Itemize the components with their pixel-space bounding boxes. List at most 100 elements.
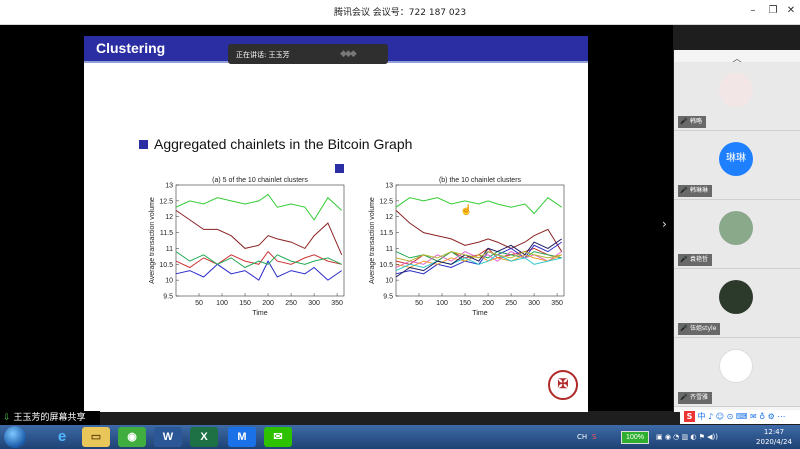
x-tick-label: 200 [262, 300, 274, 307]
participant-tile[interactable]: 🎤 袁艳哲 [674, 200, 800, 269]
y-tick-label: 10.5 [379, 262, 393, 269]
sogou-ime-icon[interactable]: S [684, 411, 695, 422]
series-line [395, 254, 562, 269]
speaking-label: 正在讲话: 王玉芳 [236, 51, 290, 59]
close-icon[interactable]: ✕ [786, 5, 796, 16]
series-line [395, 251, 562, 262]
excel-icon[interactable]: X [190, 427, 218, 447]
y-axis-label: Average transaction volume [149, 197, 156, 284]
participant-tile[interactable]: 🎤 齐雪雅 [674, 338, 800, 407]
y-tick-label: 9.5 [163, 294, 173, 301]
marker-square-icon [335, 164, 344, 173]
y-tick-label: 12.5 [159, 198, 173, 205]
y-tick-label: 12 [385, 214, 393, 221]
y-tick-label: 13 [165, 183, 173, 190]
bullet-icon [139, 140, 148, 149]
x-tick-label: 150 [239, 300, 251, 307]
x-tick-label: 150 [459, 300, 471, 307]
minimize-icon[interactable]: – [750, 5, 756, 16]
restore-icon[interactable]: ❐ [768, 5, 778, 16]
expand-right-icon[interactable]: › [662, 217, 667, 231]
series-line [175, 193, 343, 221]
chart-title: (a) 5 of the 10 chainlet clusters [212, 177, 308, 184]
x-tick-label: 250 [505, 300, 517, 307]
x-tick-label: 250 [285, 300, 297, 307]
series-line [175, 260, 342, 281]
participant-name: 袁艳哲 [678, 254, 713, 266]
speaking-indicator: 正在讲话: 王玉芳 ◆◆◆ [228, 44, 388, 64]
y-axis-label: Average transaction volume [369, 197, 376, 284]
y-tick-label: 11.5 [380, 230, 393, 237]
x-tick-label: 100 [216, 300, 228, 307]
participant-name: 伍姐style [678, 323, 721, 335]
tencent-meeting-icon[interactable]: M [228, 427, 256, 447]
x-axis-label: Time [472, 310, 487, 317]
x-tick-label: 50 [195, 300, 203, 307]
chart-title: (b) the 10 chainlet clusters [439, 177, 522, 184]
screen-share-bar[interactable]: ⇩ 王玉芳的屏幕共享 [0, 411, 100, 425]
x-tick-label: 50 [415, 300, 423, 307]
window-titlebar: 腾讯会议 会议号：722 187 023 – ❐ ✕ [0, 0, 800, 25]
avatar [719, 211, 753, 245]
y-tick-label: 13 [385, 183, 393, 190]
chart-b: (b) the 10 chainlet clusters 9.5 10 10.5 11 1… [369, 177, 565, 317]
share-screen-icon: ⇩ [3, 413, 11, 423]
collapse-up-icon[interactable]: ︿ [732, 54, 742, 65]
series-line [395, 210, 563, 252]
window-title: 腾讯会议 会议号：722 187 023 [333, 8, 467, 18]
avatar [719, 349, 753, 383]
x-tick-label: 200 [482, 300, 494, 307]
y-tick-label: 12.5 [379, 198, 393, 205]
share-label: 王玉芳的屏幕共享 [13, 413, 86, 423]
start-button[interactable] [4, 426, 26, 448]
participant-tile[interactable]: 🎤 伍姐style [674, 269, 800, 338]
ie-browser-icon[interactable]: e [57, 428, 67, 445]
clock-time: 12:47 [763, 428, 785, 436]
y-tick-label: 9.5 [383, 294, 393, 301]
series-line [395, 254, 562, 272]
speaker-badge-icon: ◆◆◆ [340, 49, 357, 59]
plot-frame [395, 184, 565, 297]
clock-date: 2020/4/24 [756, 438, 792, 446]
system-clock[interactable]: 12:47 2020/4/24 [752, 427, 796, 447]
university-logo: ✠ [548, 370, 578, 400]
series-line [395, 251, 562, 268]
participant-tile[interactable]: 琳琳 🎤 韩琳琳 [674, 131, 800, 200]
hand-cursor-icon: ☝ [460, 205, 473, 216]
word-icon[interactable]: W [154, 427, 182, 447]
ime-tools-icon[interactable]: 中 ♪ ☺ ⊙ ⌨ ✉ ♁ ⚙ ⋯ [697, 412, 786, 421]
x-tick-label: 100 [436, 300, 448, 307]
sogou-tray-icon[interactable]: S [592, 433, 597, 441]
series-line [395, 197, 562, 215]
wechat-icon[interactable]: ✉ [264, 427, 292, 447]
avatar [719, 280, 753, 314]
slide-title: Clustering [96, 40, 166, 56]
y-tick-label: 10 [385, 278, 393, 285]
battery-indicator[interactable]: 100% [621, 431, 649, 444]
slide-bullet: Aggregated chainlets in the Bitcoin Grap… [154, 136, 413, 152]
chart-a: (a) 5 of the 10 chainlet clusters 9.5 10 10… [149, 177, 345, 317]
series-line [175, 209, 343, 255]
y-tick-label: 11 [166, 246, 173, 253]
x-tick-label: 300 [528, 300, 540, 307]
avatar: 琳琳 [719, 142, 753, 176]
browser-360-icon[interactable]: ◉ [118, 427, 146, 447]
x-axis-label: Time [252, 310, 267, 317]
participant-name: 齐雪雅 [678, 392, 713, 404]
series-line [175, 250, 342, 269]
ime-toolbar[interactable]: S 中 ♪ ☺ ⊙ ⌨ ✉ ♁ ⚙ ⋯ [680, 410, 800, 424]
participant-tile[interactable]: 🎤 韩略 [674, 62, 800, 131]
y-tick-label: 10.5 [159, 262, 173, 269]
language-indicator[interactable]: CH [577, 433, 588, 441]
taskbar: e ▭ ◉ W X M ✉ CH S 100% ▣ ◉ ◔ ▥ ◐ ⚑ ◀)) … [0, 425, 800, 449]
plot-frame [175, 184, 345, 297]
x-tick-label: 350 [331, 300, 343, 307]
y-tick-label: 11 [386, 246, 393, 253]
series-line [175, 251, 342, 269]
participant-name: 韩琳琳 [678, 185, 713, 197]
y-tick-label: 12 [165, 214, 173, 221]
tray-icons[interactable]: ▣ ◉ ◔ ▥ ◐ ⚑ ◀)) [656, 433, 719, 441]
avatar [719, 73, 753, 107]
x-tick-label: 300 [308, 300, 320, 307]
file-explorer-icon[interactable]: ▭ [82, 427, 110, 447]
